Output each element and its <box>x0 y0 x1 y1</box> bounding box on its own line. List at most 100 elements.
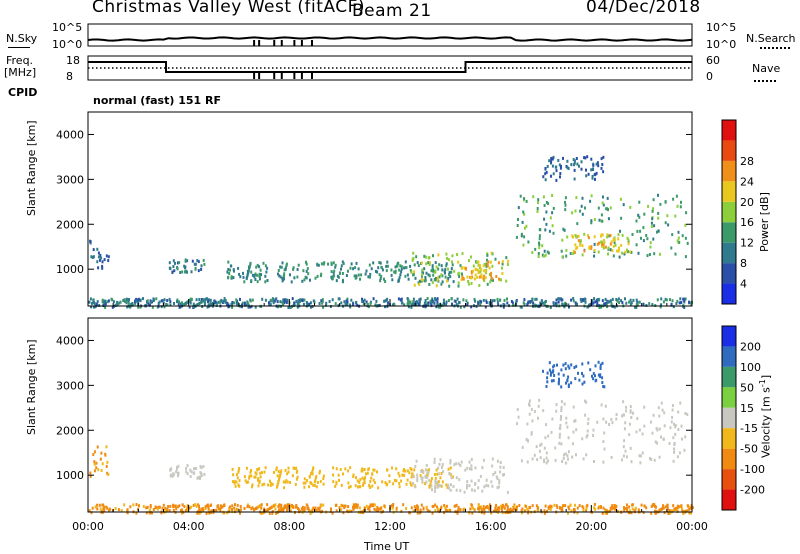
velocity-echo-cell <box>192 471 195 475</box>
power-echo-cell <box>261 297 264 301</box>
power-echo-cell <box>483 279 486 283</box>
velocity-echo-cell <box>405 507 408 510</box>
velocity-echo-cell <box>146 505 149 509</box>
power-echo-cell <box>104 299 107 303</box>
velocity-echo-cell <box>353 506 356 510</box>
power-echo-cell <box>475 267 478 271</box>
velocity-echo-cell <box>533 453 536 457</box>
power-echo-cell <box>561 255 564 259</box>
velocity-echo-cell <box>255 506 258 510</box>
power-echo-cell <box>505 279 508 283</box>
velocity-echo-cell <box>248 474 251 478</box>
power-echo-cell <box>557 159 560 162</box>
power-echo-cell <box>181 301 183 305</box>
power-echo-cell <box>428 274 431 278</box>
velocity-echo-cell <box>166 507 169 511</box>
velocity-echo-cell <box>592 428 595 432</box>
velocity-echo-cell <box>277 479 280 483</box>
power-echo-cell <box>683 299 686 303</box>
power-echo-cell <box>450 297 453 301</box>
power-echo-cell <box>386 264 389 268</box>
power-echo-cell <box>598 297 601 301</box>
velocity-echo-cell <box>335 509 338 513</box>
power-echo-cell <box>664 221 667 225</box>
power-echo-cell <box>214 300 217 304</box>
power-echo-cell <box>635 302 638 306</box>
power-echo-cell <box>657 211 660 215</box>
power-echo-cell <box>238 272 241 276</box>
power-echo-cell <box>194 266 197 270</box>
velocity-echo-cell <box>405 482 408 486</box>
velocity-echo-cell <box>286 472 289 476</box>
velocity-echo-cell <box>175 470 178 474</box>
velocity-echo-cell <box>186 472 189 476</box>
velocity-echo-cell <box>288 503 291 507</box>
velocity-colorbar-tick-label: -50 <box>740 443 758 456</box>
velocity-echo-cell <box>419 508 422 512</box>
velocity-echo-cell <box>171 474 174 478</box>
velocity-echo-cell <box>228 509 231 513</box>
velocity-echo-cell <box>289 509 292 513</box>
velocity-echo-cell <box>672 459 675 463</box>
power-echo-cell <box>290 280 293 284</box>
power-echo-cell <box>557 300 560 304</box>
velocity-echo-cell <box>318 471 321 475</box>
power-echo-cell <box>177 302 180 306</box>
velocity-echo-cell <box>309 509 312 513</box>
velocity-echo-cell <box>545 461 548 465</box>
velocity-echo-cell <box>434 485 437 488</box>
power-echo-cell <box>403 266 406 270</box>
power-colorbar-swatch <box>722 283 736 304</box>
power-echo-cell <box>327 262 329 266</box>
velocity-echo-cell <box>492 509 495 513</box>
power-echo-cell <box>593 218 596 221</box>
velocity-echo-cell <box>549 504 552 508</box>
velocity-echo-cell <box>496 507 499 511</box>
velocity-echo-cell <box>220 505 223 509</box>
power-echo-cell <box>567 303 570 307</box>
power-echo-cell <box>476 275 479 279</box>
velocity-echo-cell <box>538 449 541 453</box>
power-echo-cell <box>237 302 239 305</box>
velocity-echo-cell <box>628 511 631 515</box>
power-echo-cell <box>342 262 345 266</box>
power-echo-cell <box>543 249 546 253</box>
power-echo-cell <box>615 298 618 301</box>
velocity-echo-cell <box>276 485 278 489</box>
velocity-echo-cell <box>104 452 107 456</box>
velocity-echo-cell <box>497 485 500 489</box>
power-echo-cell <box>591 176 594 180</box>
velocity-echo-cell <box>245 466 248 470</box>
velocity-echo-cell <box>434 479 437 483</box>
velocity-echo-cell <box>236 503 239 507</box>
power-echo-cell <box>544 172 547 176</box>
velocity-echo-cell <box>177 464 180 468</box>
power-echo-cell <box>602 195 604 199</box>
power-echo-cell <box>537 252 540 255</box>
velocity-echo-cell <box>411 472 414 476</box>
power-echo-cell <box>223 297 226 301</box>
power-echo-cell <box>416 300 419 304</box>
velocity-echo-cell <box>371 503 374 507</box>
velocity-echo-cell <box>289 481 291 484</box>
power-echo-cell <box>370 267 373 271</box>
velocity-echo-cell <box>284 505 287 509</box>
velocity-echo-cell <box>330 507 332 511</box>
power-echo-cell <box>280 265 283 269</box>
power-echo-cell <box>393 270 396 274</box>
power-echo-cell <box>522 210 525 214</box>
power-echo-cell <box>249 305 252 309</box>
power-echo-cell <box>650 225 653 228</box>
power-echo-cell <box>569 252 572 255</box>
power-echo-cell <box>489 280 492 284</box>
velocity-echo-cell <box>379 507 382 511</box>
power-echo-cell <box>572 249 575 253</box>
velocity-echo-cell <box>470 503 473 507</box>
power-echo-cell <box>572 299 575 303</box>
power-echo-cell <box>321 300 324 304</box>
power-echo-cell <box>369 272 372 276</box>
power-echo-cell <box>332 261 335 265</box>
velocity-echo-cell <box>545 385 548 388</box>
velocity-echo-cell <box>282 509 285 513</box>
velocity-echo-cell <box>198 507 201 511</box>
